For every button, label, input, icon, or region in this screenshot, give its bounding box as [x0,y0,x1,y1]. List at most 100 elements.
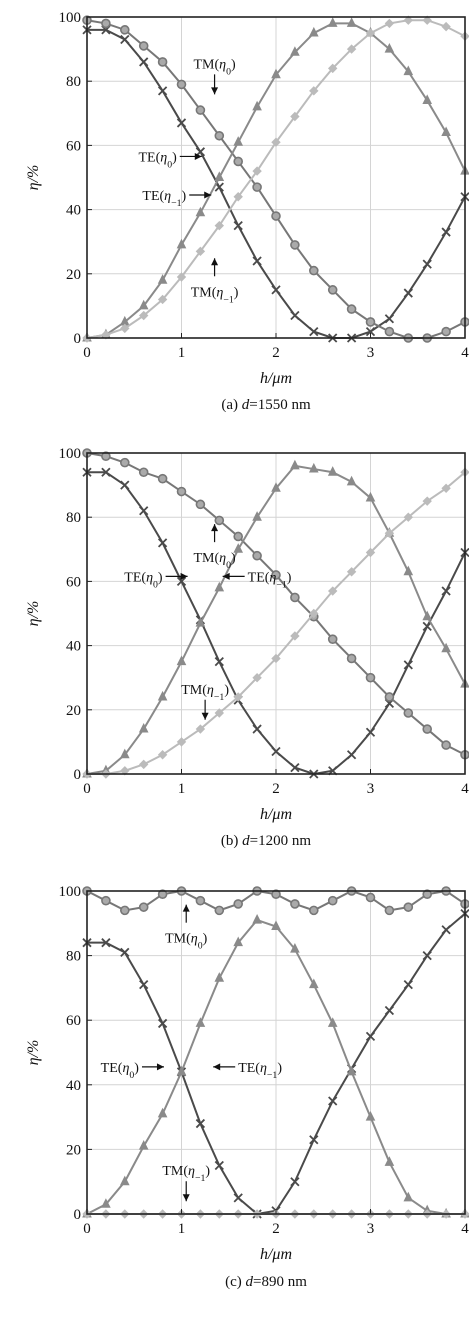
y-tick-label: 80 [66,74,81,90]
data-point-b [139,57,149,67]
data-point [214,1160,224,1171]
annotation-label: TE(η−1) [142,189,186,209]
data-point [365,547,376,558]
data-point-b [271,746,281,757]
data-point-b [101,938,111,948]
annotation-arrow [141,1063,164,1071]
annotation-arrow-head [213,1063,221,1071]
data-point-b [365,326,376,337]
annotation-arrow [179,152,202,160]
data-point [120,323,130,334]
data-point-b [252,256,262,266]
data-point [176,272,187,282]
data-point [176,655,187,666]
panel-caption: (b) d=1200 nm [221,833,311,849]
data-point [346,1065,357,1076]
y-tick-label: 100 [59,10,82,26]
data-point [271,920,281,931]
data-point [308,905,319,916]
annotation-label: TM(η0) [193,57,236,77]
data-point-b [441,586,451,596]
data-point [365,727,376,737]
annotation-arrow [211,524,219,543]
data-point-b [290,310,300,321]
data-point [290,46,300,56]
panel-caption: (a) d=1550 nm [221,397,311,413]
data-point [252,182,262,192]
y-axis-title: η/% [25,1040,42,1066]
data-point [365,491,376,502]
annotation-label: TM(η−1) [181,683,229,703]
data-point [403,660,413,670]
data-point [365,1110,376,1121]
data-point [138,299,149,310]
y-tick-label: 0 [74,767,82,783]
x-tick-label: 4 [461,345,469,361]
annotation-arrow-head [180,572,188,580]
data-point [346,653,357,664]
data-point [214,130,225,141]
annotation-arrow-head [222,572,230,580]
data-point [271,482,281,492]
data-point [214,905,225,916]
data-point [139,57,149,67]
data-point [403,15,414,25]
data-point [441,586,451,596]
data-point [271,285,281,295]
data-point-b [441,925,451,935]
data-point-b [422,950,432,961]
data-point [233,136,244,146]
data-point [290,943,300,953]
data-point-b [309,326,319,337]
y-tick-label: 60 [66,138,81,154]
data-point [176,79,187,90]
data-point [157,538,168,548]
annotation-arrow [189,191,212,199]
data-point [384,1005,395,1016]
data-point [157,690,168,701]
data-point [309,1135,319,1145]
data-point [327,895,338,906]
data-point [384,314,395,324]
data-point [101,895,111,906]
y-tick-label: 100 [59,446,82,462]
data-point [384,18,395,29]
data-point-b [195,1118,206,1129]
annotation-label: TM(η0) [165,932,208,952]
data-point [120,457,130,468]
x-tick-label: 4 [461,781,469,797]
panel-caption: (c) d=890 nm [225,1274,307,1290]
data-point [290,459,300,470]
data-point [214,171,225,181]
data-point-b [384,314,395,324]
data-point [101,467,111,477]
annotation-arrow [213,1063,236,1071]
data-point [101,938,111,948]
y-tick-label: 100 [59,884,82,900]
data-point [327,586,338,596]
data-point [120,34,130,45]
data-point [441,21,451,32]
data-point [195,246,206,257]
series-triangle [82,459,469,778]
data-point [441,740,451,750]
data-point [309,86,319,96]
data-point [176,118,187,128]
data-point [441,326,451,337]
y-tick-label: 40 [66,639,81,655]
data-point [328,1096,338,1106]
annotation-label: TE(η0) [138,150,177,170]
data-point [271,746,281,757]
data-point-b [157,1018,168,1029]
data-point [384,528,395,538]
data-point [384,1156,395,1166]
data-point-b [365,1031,376,1041]
data-point [327,17,338,27]
data-point [138,41,149,51]
data-point [176,486,187,497]
data-point [157,86,168,96]
data-point-b [346,750,357,760]
data-point [403,565,414,576]
